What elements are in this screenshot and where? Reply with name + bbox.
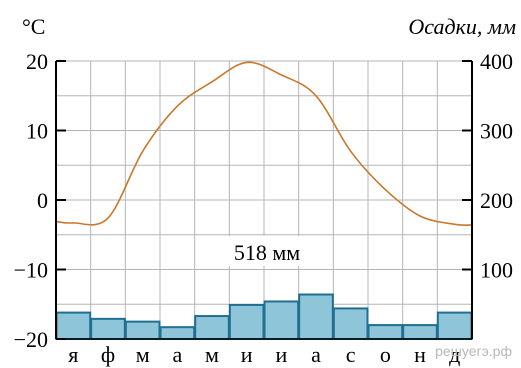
left-tick-label: −10	[14, 258, 48, 283]
month-label: ф	[101, 342, 115, 367]
month-label: а	[172, 342, 182, 367]
left-tick-label: 0	[37, 188, 48, 213]
left-tick-label: 20	[26, 49, 48, 74]
annotation-background	[222, 236, 310, 266]
month-label: с	[346, 342, 356, 367]
right-tick-label: 100	[480, 258, 513, 283]
month-label: а	[311, 342, 321, 367]
precipitation-bar	[367, 324, 404, 341]
grid-lines	[56, 60, 472, 339]
precipitation-bar	[55, 311, 92, 340]
month-label: и	[241, 342, 253, 367]
right-tick-label: 400	[480, 49, 513, 74]
precipitation-bar	[159, 326, 196, 340]
precipitation-bar	[90, 317, 126, 341]
precipitation-bar	[402, 324, 438, 341]
month-label: я	[68, 342, 78, 367]
precipitation-bar	[298, 293, 334, 340]
month-label: д	[449, 342, 460, 367]
precipitation-bar	[228, 303, 265, 341]
watermark: решуегэ.рф	[435, 343, 512, 359]
left-tick-label: 10	[26, 119, 48, 144]
month-label: м	[136, 342, 150, 367]
precipitation-bar	[332, 307, 369, 341]
temperature-line	[55, 61, 473, 226]
month-label: и	[275, 342, 287, 367]
axes	[55, 60, 473, 340]
month-label: м	[205, 342, 219, 367]
precipitation-bars	[55, 293, 473, 341]
month-label: н	[414, 342, 426, 367]
precipitation-bar	[263, 300, 300, 340]
right-tick-label: 200	[480, 188, 513, 213]
right-axis-label: Осадки, мм	[408, 14, 516, 39]
precipitation-bar	[436, 311, 473, 340]
right-tick-label: 300	[480, 119, 513, 144]
total-precipitation-annotation: 518 мм	[234, 240, 300, 265]
left-axis-unit: °C	[22, 14, 45, 39]
month-label: о	[380, 342, 391, 367]
left-tick-label: −20	[14, 327, 48, 352]
precipitation-bar	[194, 315, 230, 341]
precipitation-bar	[124, 320, 161, 340]
